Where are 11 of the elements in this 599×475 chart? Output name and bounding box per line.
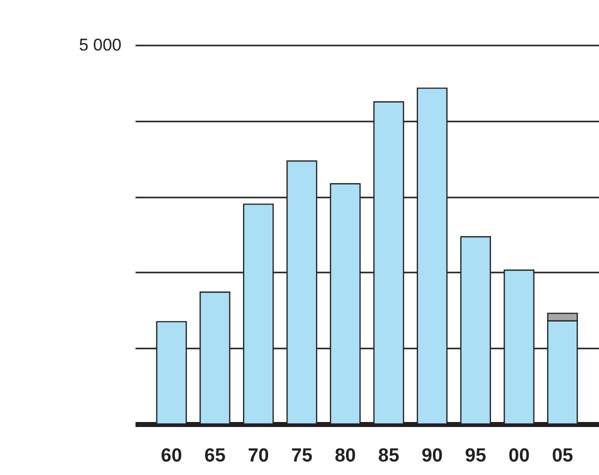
x-tick-label: 00: [508, 446, 530, 466]
x-tick-label: 85: [378, 446, 400, 466]
x-tick-label: 05: [552, 446, 574, 466]
x-tick-label: 70: [248, 446, 269, 466]
x-tick-label: 75: [291, 446, 313, 466]
x-tick-label: 65: [204, 446, 226, 466]
x-tick-label: 60: [160, 446, 182, 466]
x-tick-label: 90: [422, 446, 443, 466]
x-tick-label: 80: [334, 446, 356, 466]
x-tick-label: 95: [465, 446, 487, 466]
y-tick-label: 5 000: [78, 36, 122, 54]
